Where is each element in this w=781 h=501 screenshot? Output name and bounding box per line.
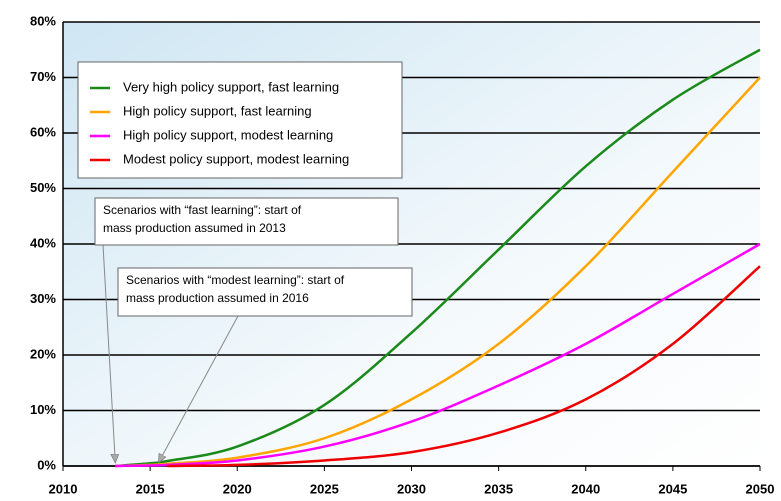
x-tick-label: 2035 bbox=[484, 481, 513, 496]
x-tick-label: 2025 bbox=[310, 481, 339, 496]
y-tick-label: 80% bbox=[30, 13, 56, 28]
x-tick-label: 2010 bbox=[49, 481, 78, 496]
series-line bbox=[167, 265, 761, 468]
y-tick-label: 50% bbox=[30, 180, 56, 195]
y-tick-label: 60% bbox=[30, 124, 56, 139]
annotation-text: Scenarios with “modest learning”: start … bbox=[126, 273, 345, 287]
legend-box bbox=[77, 61, 403, 179]
annotation-arrow bbox=[159, 315, 239, 462]
y-tick-label: 40% bbox=[30, 235, 56, 250]
x-tick-label: 2020 bbox=[223, 481, 252, 496]
series-line bbox=[115, 242, 761, 468]
x-tick-label: 2040 bbox=[571, 481, 600, 496]
annotation-box bbox=[117, 267, 413, 317]
annotation-text: mass production assumed in 2016 bbox=[126, 291, 309, 305]
x-tick-label: 2050 bbox=[746, 481, 775, 496]
annotation-arrow bbox=[102, 244, 115, 462]
x-tick-label: 2015 bbox=[136, 481, 165, 496]
legend-label: High policy support, fast learning bbox=[123, 103, 312, 118]
legend-label: High policy support, modest learning bbox=[123, 127, 333, 142]
x-tick-label: 2045 bbox=[658, 481, 687, 496]
annotation-text: Scenarios with “fast learning”: start of bbox=[103, 203, 302, 217]
y-tick-label: 30% bbox=[30, 291, 56, 306]
y-tick-label: 20% bbox=[30, 346, 56, 361]
annotation-text: mass production assumed in 2013 bbox=[103, 221, 286, 235]
annotation-box bbox=[94, 197, 399, 246]
y-tick-label: 70% bbox=[30, 69, 56, 84]
legend-label: Very high policy support, fast learning bbox=[123, 79, 339, 94]
x-tick-label: 2030 bbox=[397, 481, 426, 496]
legend-label: Modest policy support, modest learning bbox=[123, 151, 349, 166]
y-tick-label: 10% bbox=[30, 402, 56, 417]
y-tick-label: 0% bbox=[37, 457, 56, 472]
